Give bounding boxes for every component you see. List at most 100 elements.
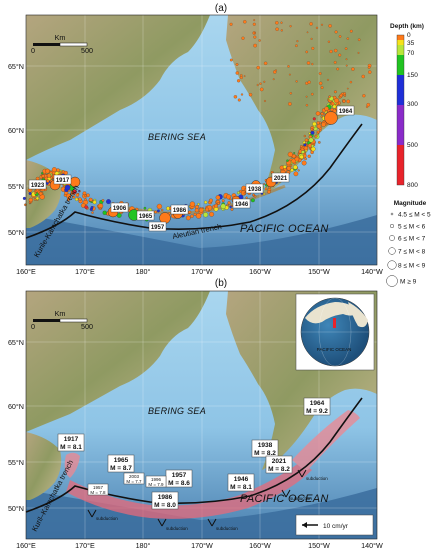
svg-text:M = 8.7: M = 8.7: [110, 465, 132, 472]
quake-point: [264, 187, 268, 191]
siberia-b: [26, 291, 210, 432]
quake-point: [229, 22, 233, 26]
quake-point: [300, 145, 303, 148]
label-1965: 1965: [139, 214, 153, 220]
quake-point: [366, 105, 369, 109]
quake-point: [259, 87, 264, 92]
pacific-ocean-label-b: PACIFIC OCEAN: [240, 493, 329, 505]
quake-point: [243, 20, 247, 24]
quake-point: [235, 63, 239, 66]
quake-point: [314, 134, 318, 138]
svg-text:1986: 1986: [158, 494, 173, 501]
label-1923: 1923: [31, 183, 45, 189]
svg-text:M = 8.0: M = 8.0: [154, 502, 176, 509]
svg-text:170°W: 170°W: [191, 541, 213, 550]
quake-point: [316, 121, 320, 125]
quake-point: [339, 93, 343, 98]
svg-text:M = 9.2: M = 9.2: [306, 408, 328, 415]
svg-text:70: 70: [407, 50, 415, 57]
bering-sea-label-a: BERING SEA: [148, 132, 206, 142]
svg-text:65°N: 65°N: [8, 62, 24, 71]
quake-point: [101, 199, 105, 202]
quake-point: [310, 128, 314, 131]
magnitude-legend: Magnitude 4.5 ≤ M < 5 5 ≤ M < 6 6 ≤ M < …: [386, 200, 431, 287]
quake-point: [334, 48, 338, 53]
quake-point: [289, 73, 291, 76]
svg-text:500: 500: [81, 46, 93, 55]
arrow-1: [87, 509, 97, 518]
quake-point: [357, 38, 361, 42]
quake-point: [342, 99, 346, 103]
quake-point: [226, 203, 229, 207]
quake-point: [320, 115, 323, 118]
quake-point: [368, 70, 372, 74]
depth-legend: Depth (km) 0 35 70 150 300 500 800: [390, 23, 424, 189]
quake-point: [143, 206, 147, 210]
quake-point: [72, 189, 77, 194]
svg-text:60°N: 60°N: [8, 402, 24, 411]
quake-point: [274, 69, 277, 72]
quake-point: [309, 22, 313, 26]
svg-text:subduction: subduction: [96, 516, 118, 521]
arrow-3: [207, 518, 217, 527]
quake-point: [195, 205, 199, 209]
globe-ocean-label: PACIFIC OCEAN: [317, 347, 352, 352]
quake-point: [294, 156, 300, 162]
quake-point: [188, 210, 192, 214]
quake-point: [320, 86, 324, 89]
quake-point: [153, 210, 158, 214]
quake-point: [345, 64, 348, 67]
label-1946: 1946: [235, 202, 249, 208]
quake-point: [293, 171, 299, 177]
quake-point: [308, 132, 311, 135]
svg-text:170°W: 170°W: [191, 267, 213, 276]
quake-point: [198, 207, 204, 213]
quake-point: [328, 24, 332, 28]
quake-point: [333, 97, 340, 104]
quake-point: [321, 23, 324, 26]
svg-text:150: 150: [407, 72, 418, 79]
label-1917: 1917: [56, 178, 70, 184]
quake-point: [295, 44, 298, 48]
quake-point: [156, 203, 163, 210]
ticks-b: 65°N 60°N 55°N 50°N 160°E 170°E 180° 170…: [8, 338, 383, 550]
quake-point: [312, 117, 316, 121]
quake-point: [305, 103, 309, 107]
quake-point: [253, 19, 256, 22]
quake-point: [338, 35, 342, 38]
quake-point: [190, 214, 194, 218]
quake-point: [287, 65, 290, 68]
frame-b: [25, 290, 378, 540]
svg-text:50°N: 50°N: [8, 228, 24, 237]
svg-text:160°E: 160°E: [16, 267, 36, 276]
quake-point: [343, 94, 347, 97]
svg-text:subduction: subduction: [216, 526, 238, 531]
quake-point: [275, 27, 279, 31]
quake-point: [82, 191, 87, 196]
quake-point: [102, 210, 107, 215]
quake-point: [45, 168, 50, 174]
svg-text:140°W: 140°W: [361, 267, 383, 276]
quake-point: [28, 192, 32, 195]
svg-text:Km: Km: [55, 33, 66, 42]
quake-point: [299, 154, 304, 160]
quake-point: [253, 43, 257, 48]
svg-text:subduction: subduction: [166, 526, 188, 531]
svg-text:150°W: 150°W: [308, 267, 330, 276]
scalebar-a: Km 0 500: [31, 33, 93, 55]
quake-point: [334, 30, 338, 34]
pacific-ocean-label-a: PACIFIC OCEAN: [240, 223, 329, 235]
rupture-aleutian: [66, 462, 312, 519]
svg-text:50°N: 50°N: [8, 504, 24, 513]
quake-point: [329, 103, 332, 106]
quake-point: [317, 141, 321, 144]
quake-point: [303, 152, 307, 155]
event-1964: [324, 111, 338, 125]
svg-text:1938: 1938: [258, 442, 273, 449]
quake-point: [267, 189, 271, 194]
quake-point: [280, 29, 283, 32]
svg-text:M = 8.2: M = 8.2: [268, 466, 290, 473]
quake-point: [346, 87, 349, 90]
quake-point: [156, 209, 160, 213]
